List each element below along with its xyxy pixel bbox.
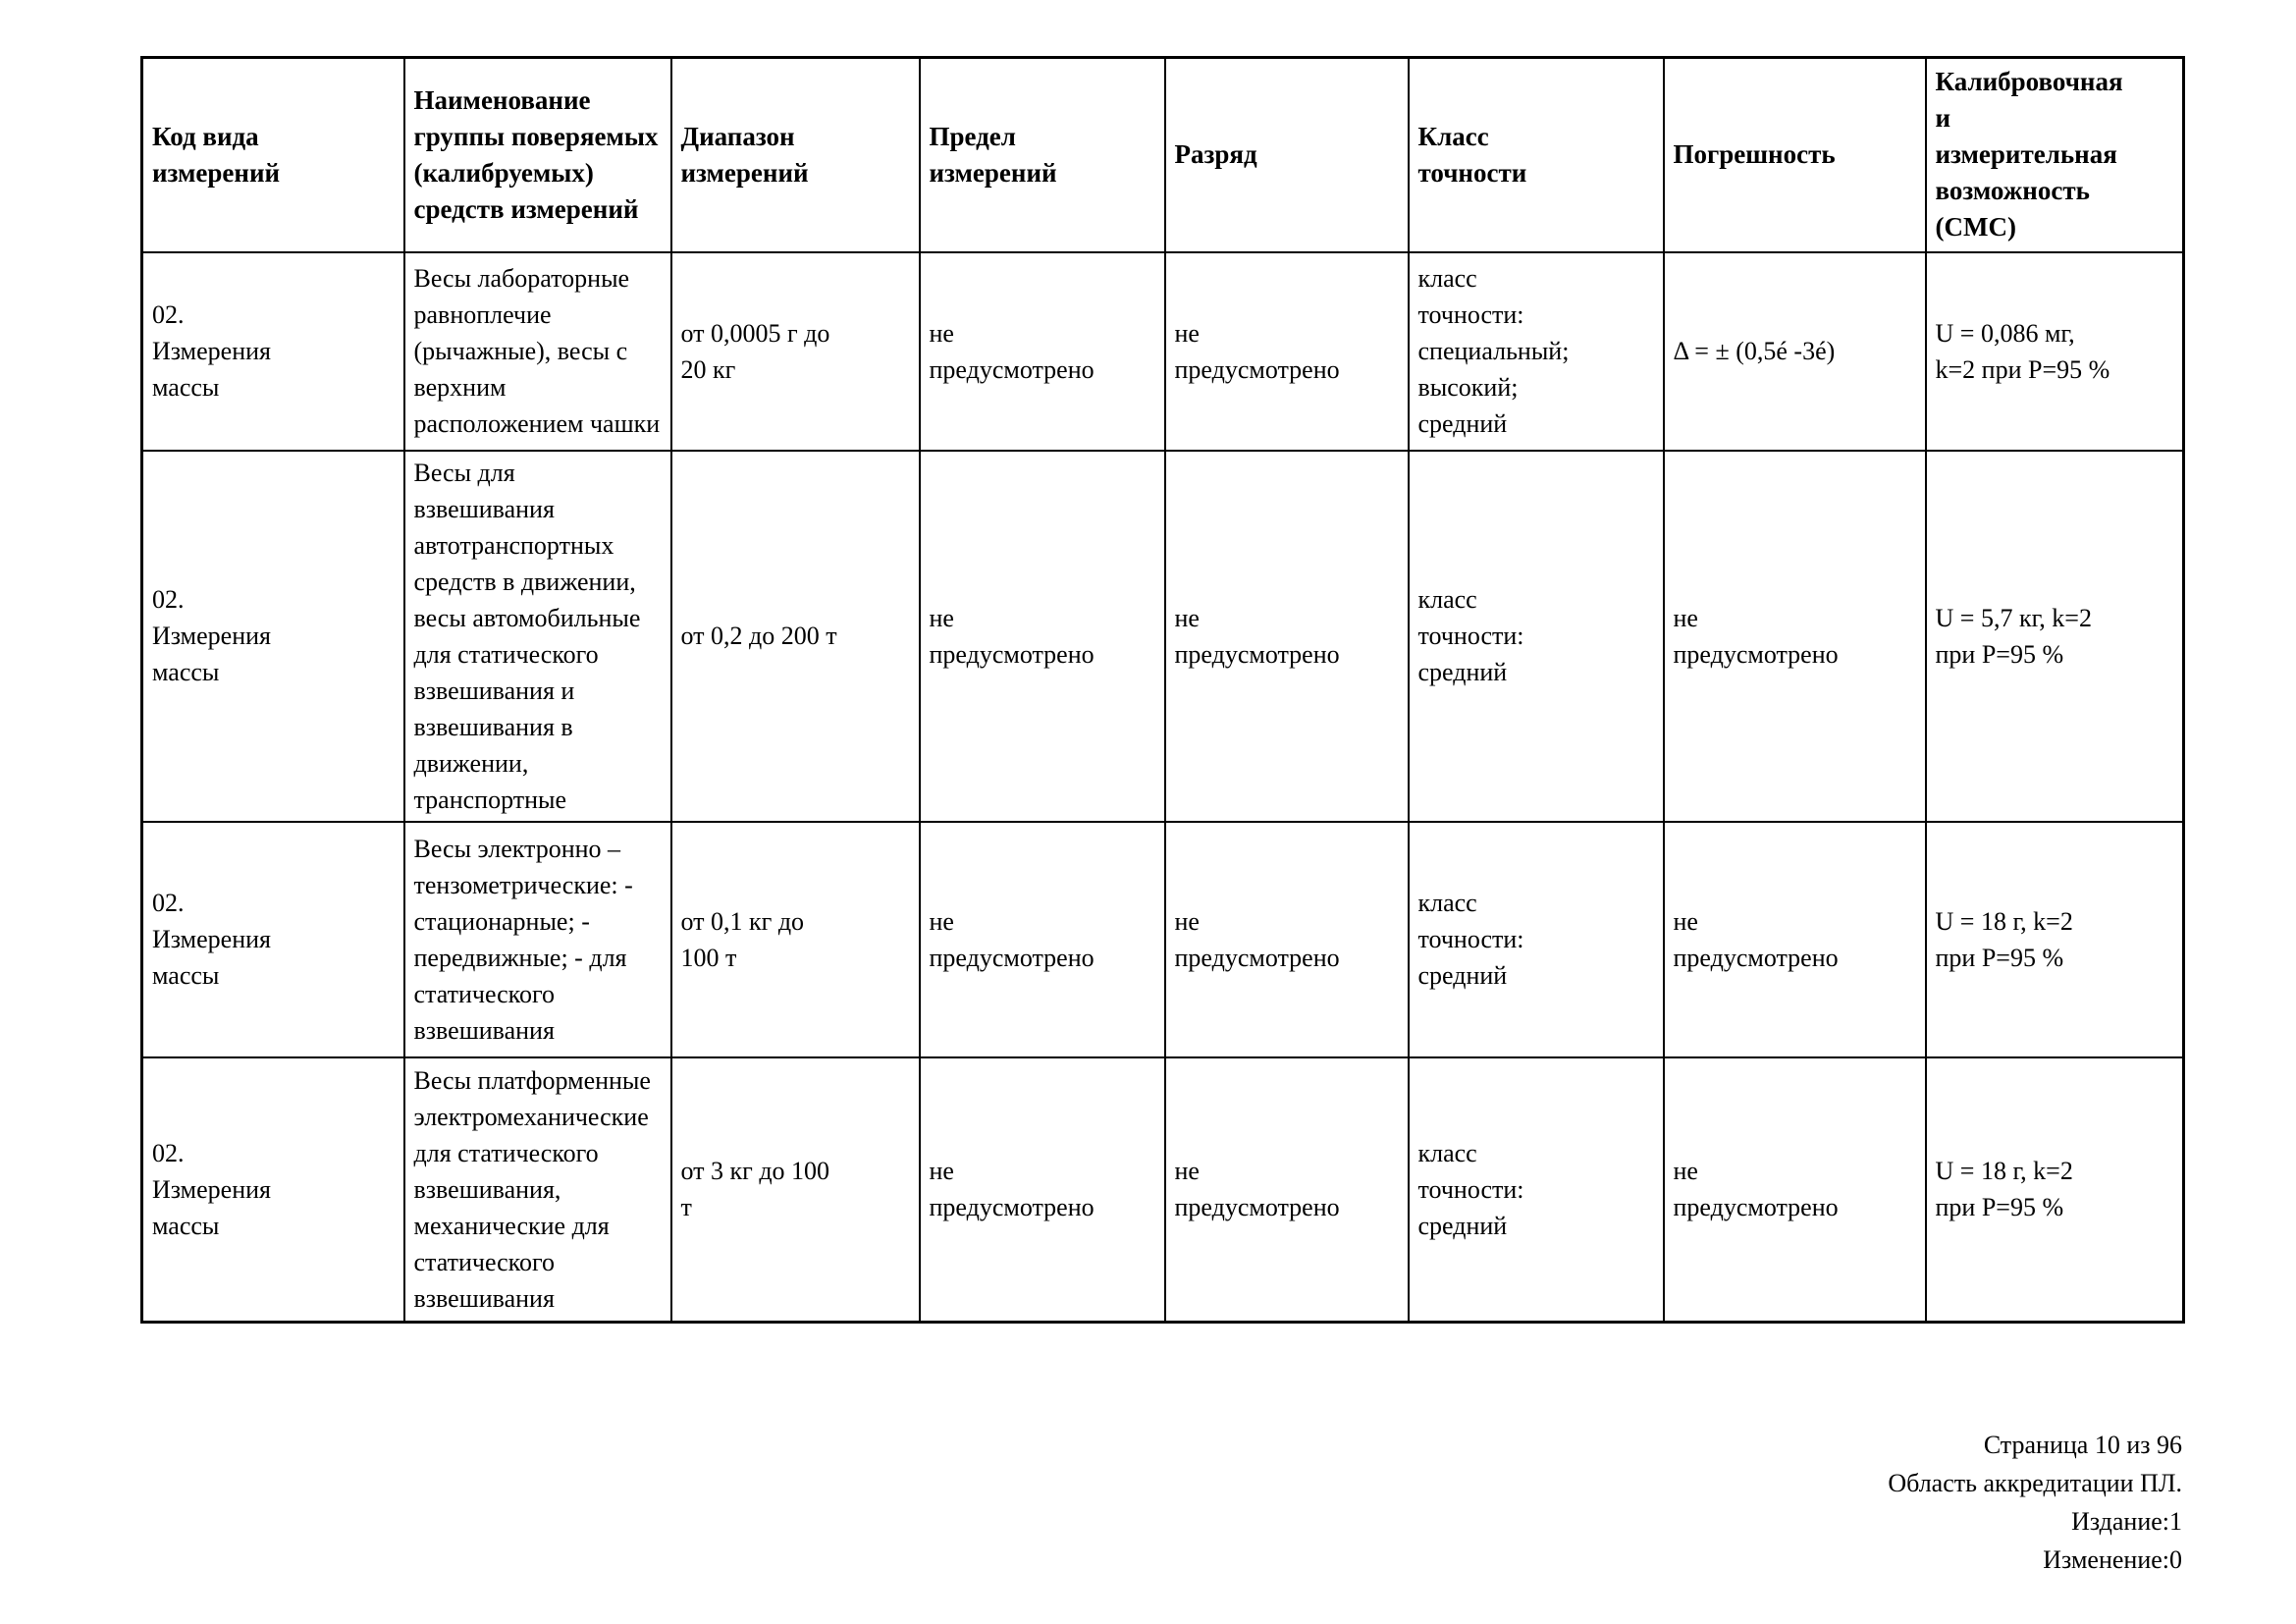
header-instrument-group: Наименование группы поверяемых (калибруе… xyxy=(402,56,672,253)
cell-accuracy-class: класс точности: средний xyxy=(1407,449,1665,823)
cell-measurement-code: 02. Измерения массы xyxy=(140,449,405,823)
cell-measurement-limit: не предусмотрено xyxy=(918,449,1166,823)
table-row: 02. Измерения массы Весы платформенные э… xyxy=(140,1056,2185,1324)
cell-accuracy-class: класс точности: средний xyxy=(1407,1056,1665,1324)
footer-document-title: Область аккредитации ПЛ. xyxy=(1888,1469,2182,1497)
cell-instrument-group: Весы платформенные электромеханические д… xyxy=(402,1056,672,1324)
cell-measurement-range: от 0,2 до 200 т xyxy=(669,449,921,823)
cell-measurement-limit: не предусмотрено xyxy=(918,250,1166,452)
header-measurement-limit: Предел измерений xyxy=(918,56,1166,253)
cell-error: не предусмотрено xyxy=(1662,449,1927,823)
page-footer: Страница 10 из 96 Область аккредитации П… xyxy=(140,1426,2182,1579)
cell-measurement-limit: не предусмотрено xyxy=(918,1056,1166,1324)
header-measurement-range: Диапазон измерений xyxy=(669,56,921,253)
cell-measurement-code: 02. Измерения массы xyxy=(140,820,405,1058)
cell-cmc: U = 18 г, k=2 при Р=95 % xyxy=(1924,820,2185,1058)
cell-accuracy-class: класс точности: специальный; высокий; ср… xyxy=(1407,250,1665,452)
cell-instrument-group: Весы для взвешивания автотранспортных ср… xyxy=(402,449,672,823)
header-error: Погрешность xyxy=(1662,56,1927,253)
cell-rank: не предусмотрено xyxy=(1163,449,1410,823)
cell-error: не предусмотрено xyxy=(1662,1056,1927,1324)
cell-measurement-code: 02. Измерения массы xyxy=(140,250,405,452)
table-row: 02. Измерения массы Весы электронно – те… xyxy=(140,820,2185,1058)
cell-measurement-limit: не предусмотрено xyxy=(918,820,1166,1058)
cell-measurement-range: от 3 кг до 100 т xyxy=(669,1056,921,1324)
cell-error: не предусмотрено xyxy=(1662,820,1927,1058)
cell-rank: не предусмотрено xyxy=(1163,1056,1410,1324)
cell-instrument-group: Весы электронно – тензометрические: - ст… xyxy=(402,820,672,1058)
cell-error: Δ = ± (0,5é -3é) xyxy=(1662,250,1927,452)
table-header-row: Код вида измерений Наименование группы п… xyxy=(140,56,2185,253)
footer-revision: Изменение:0 xyxy=(2043,1545,2182,1574)
table-row: 02. Измерения массы Весы лабораторные ра… xyxy=(140,250,2185,452)
header-rank: Разряд xyxy=(1163,56,1410,253)
accreditation-scope-table: Код вида измерений Наименование группы п… xyxy=(140,56,2185,1324)
footer-edition: Издание:1 xyxy=(2071,1507,2182,1536)
cell-accuracy-class: класс точности: средний xyxy=(1407,820,1665,1058)
table-row: 02. Измерения массы Весы для взвешивания… xyxy=(140,449,2185,823)
header-accuracy-class: Класс точности xyxy=(1407,56,1665,253)
header-measurement-code: Код вида измерений xyxy=(140,56,405,253)
footer-page-number: Страница 10 из 96 xyxy=(1983,1431,2182,1459)
cell-rank: не предусмотрено xyxy=(1163,250,1410,452)
cell-rank: не предусмотрено xyxy=(1163,820,1410,1058)
cell-instrument-group: Весы лабораторные равноплечие (рычажные)… xyxy=(402,250,672,452)
cell-cmc: U = 5,7 кг, k=2 при Р=95 % xyxy=(1924,449,2185,823)
cell-measurement-range: от 0,1 кг до 100 т xyxy=(669,820,921,1058)
cell-cmc: U = 0,086 мг, k=2 при Р=95 % xyxy=(1924,250,2185,452)
cell-cmc: U = 18 г, k=2 при Р=95 % xyxy=(1924,1056,2185,1324)
cell-measurement-range: от 0,0005 г до 20 кг xyxy=(669,250,921,452)
cell-measurement-code: 02. Измерения массы xyxy=(140,1056,405,1324)
header-cmc: Калибровочная и измерительная возможност… xyxy=(1924,56,2185,253)
